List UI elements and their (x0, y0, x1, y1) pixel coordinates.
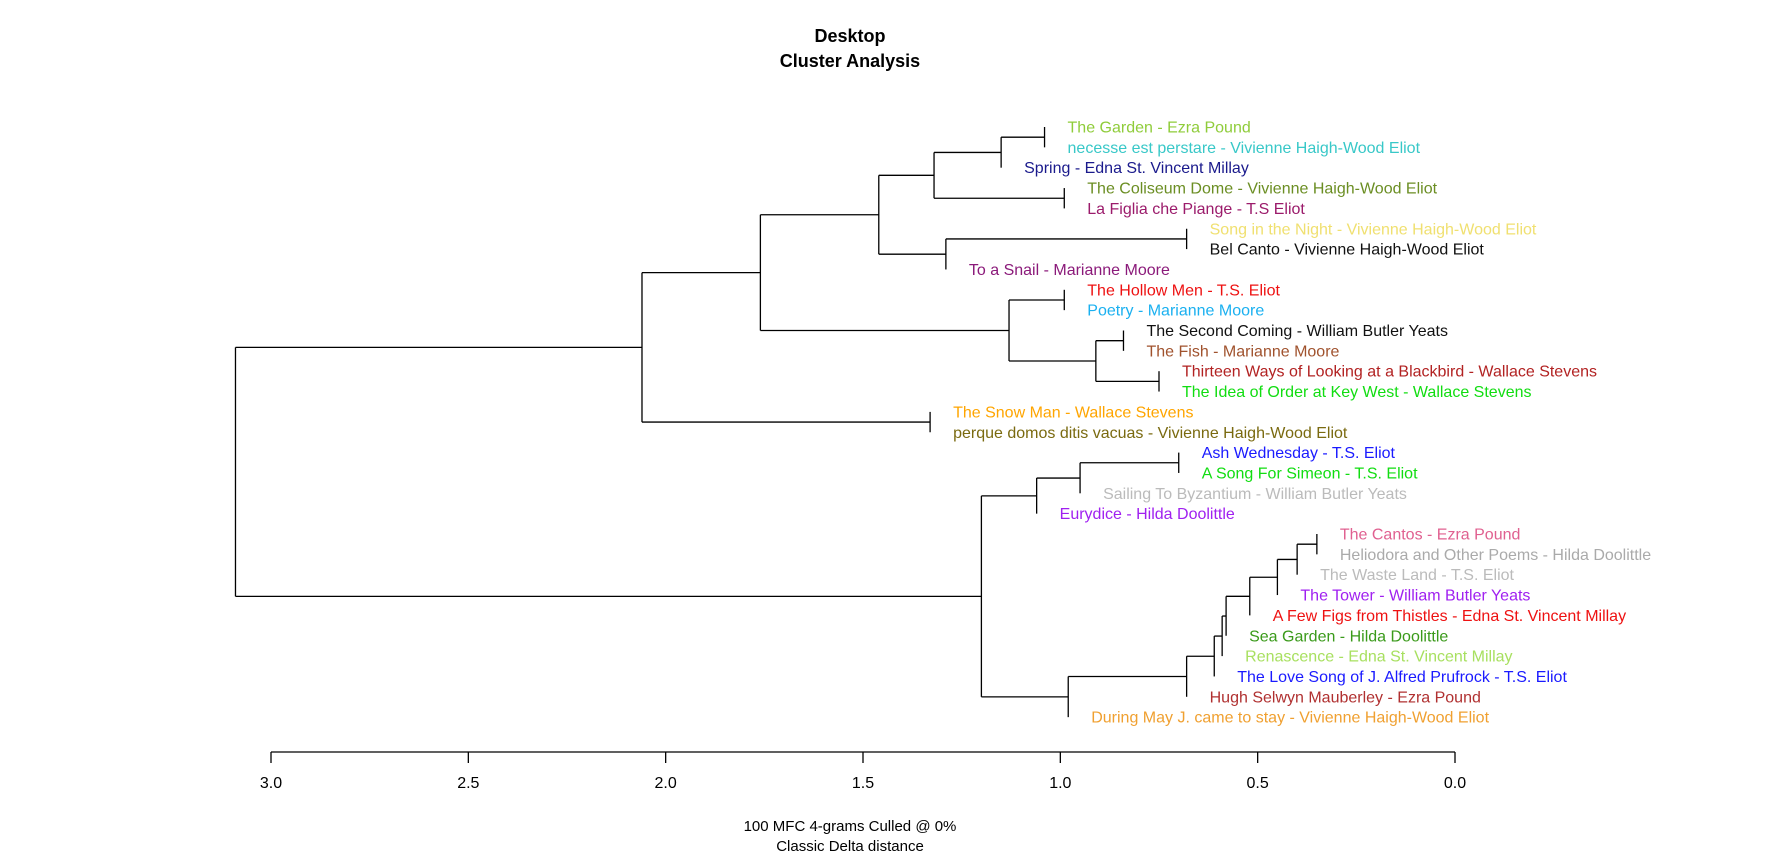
x-axis-tick-label: 1.0 (1049, 775, 1071, 792)
leaf-label: Hugh Selwyn Mauberley - Ezra Pound (1210, 689, 1481, 706)
leaf-label: The Idea of Order at Key West - Wallace … (1182, 384, 1531, 401)
leaf-label: The Tower - William Butler Yeats (1300, 588, 1530, 605)
leaf-label: The Snow Man - Wallace Stevens (953, 404, 1193, 421)
x-axis-tick-label: 0.5 (1247, 775, 1269, 792)
x-axis-tick-label: 2.0 (655, 775, 677, 792)
x-axis-tick-label: 3.0 (260, 775, 282, 792)
leaf-label: The Garden - Ezra Pound (1068, 120, 1251, 137)
leaf-label: The Hollow Men - T.S. Eliot (1087, 282, 1280, 299)
chart-title-line-2: Cluster Analysis (779, 51, 921, 71)
leaf-label: Renascence - Edna St. Vincent Millay (1245, 649, 1512, 666)
leaf-label: La Figlia che Piange - T.S Eliot (1087, 201, 1305, 218)
leaf-label: The Cantos - Ezra Pound (1340, 527, 1521, 544)
leaf-labels: The Garden - Ezra Pound necesse est perst… (953, 120, 1651, 727)
leaf-label: During May J. came to stay - Vivienne Ha… (1091, 710, 1489, 727)
chart-title-line-1: Desktop (814, 26, 886, 46)
leaf-label: Heliodora and Other Poems - Hilda Doolit… (1340, 547, 1651, 564)
leaf-label: Spring - Edna St. Vincent Millay (1024, 160, 1249, 177)
leaf-label: Thirteen Ways of Looking at a Blackbird … (1182, 364, 1597, 381)
x-axis-tick-label: 0.0 (1444, 775, 1466, 792)
leaf-label: Song in the Night - Vivienne Haigh-Wood … (1210, 221, 1537, 238)
leaf-label: The Second Coming - William Butler Yeats (1146, 323, 1447, 340)
x-axis-tick-label: 2.5 (457, 775, 479, 792)
leaf-label: The Fish - Marianne Moore (1146, 343, 1339, 360)
caption-line-2: Classic Delta distance (776, 838, 924, 855)
leaf-label: To a Snail - Marianne Moore (969, 262, 1170, 279)
leaf-label: A Song For Simeon - T.S. Eliot (1202, 465, 1418, 482)
leaf-label: The Love Song of J. Alfred Prufrock - T.… (1237, 669, 1567, 686)
x-axis: 3.0 2.5 2.0 1.5 1.0 0.5 0.0 (260, 751, 1466, 792)
leaf-label: A Few Figs from Thistles - Edna St. Vinc… (1273, 608, 1626, 625)
caption-line-1: 100 MFC 4-grams Culled @ 0% (743, 818, 957, 835)
leaf-label: Bel Canto - Vivienne Haigh-Wood Eliot (1210, 242, 1485, 259)
dendrogram-branches (234, 127, 1318, 718)
leaf-label: Sailing To Byzantium - William Butler Ye… (1103, 486, 1407, 503)
leaf-label: Poetry - Marianne Moore (1087, 303, 1264, 320)
leaf-label: The Waste Land - T.S. Eliot (1320, 567, 1514, 584)
x-axis-tick-label: 1.5 (852, 775, 874, 792)
leaf-label: Eurydice - Hilda Doolittle (1060, 506, 1235, 523)
leaf-label: Sea Garden - Hilda Doolittle (1249, 628, 1448, 645)
leaf-label: necesse est perstare - Vivienne Haigh-Wo… (1068, 140, 1421, 157)
leaf-label: Ash Wednesday - T.S. Eliot (1202, 445, 1396, 462)
leaf-label: perque domos ditis vacuas - Vivienne Hai… (953, 425, 1348, 442)
leaf-label: The Coliseum Dome - Vivienne Haigh-Wood … (1087, 181, 1437, 198)
